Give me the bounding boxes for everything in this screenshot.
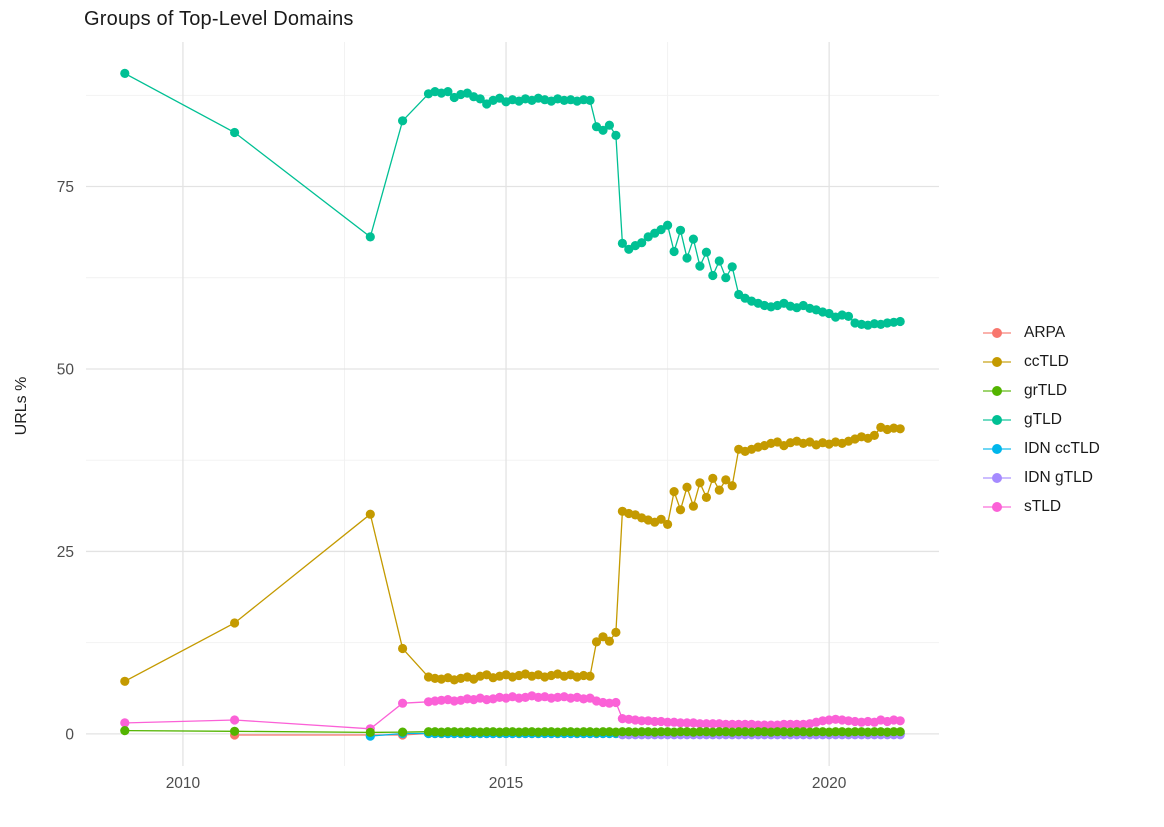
series-gTLD [120, 68, 905, 330]
legend-item-label: ccTLD [1024, 352, 1069, 370]
IDN-gTLD-legend-key-icon [983, 472, 1011, 483]
y-tick-label: 25 [57, 544, 74, 561]
legend-item-IDN-gTLD: IDN gTLD [982, 463, 1100, 492]
legend-item-label: sTLD [1024, 497, 1062, 515]
x-tick-label: 2015 [489, 775, 523, 792]
ccTLD-legend-key-icon [983, 356, 1011, 367]
legend-item-ARPA: ARPA [982, 318, 1100, 347]
legend-item-sTLD: sTLD [982, 492, 1100, 521]
chart-title: Groups of Top-Level Domains [84, 8, 354, 30]
legend-item-ccTLD: ccTLD [982, 347, 1100, 376]
series-ccTLD [120, 422, 905, 686]
ARPA-legend-key-icon [983, 327, 1011, 338]
IDN-ccTLD-legend-key-icon [983, 443, 1011, 454]
gridlines [86, 42, 939, 766]
gTLD-legend-key-icon [983, 414, 1011, 425]
y-tick-label: 0 [65, 726, 74, 743]
legend-item-label: gTLD [1024, 410, 1062, 428]
y-tick-label: 50 [57, 361, 75, 378]
legend-item-label: grTLD [1024, 381, 1068, 399]
x-tick-label: 2020 [812, 775, 847, 792]
legend-item-grTLD: grTLD [982, 376, 1100, 405]
axis-tick-labels: 0 25 50 75 2010 2015 2020 [57, 179, 847, 792]
grTLD-legend-key-icon [983, 385, 1011, 396]
legend-item-label: IDN gTLD [1024, 468, 1093, 486]
series-sTLD [120, 691, 905, 734]
legend-item-gTLD: gTLD [982, 405, 1100, 434]
y-tick-label: 75 [57, 179, 74, 196]
series-grTLD [120, 726, 905, 738]
legend: ARPA ccTLD grTLD gTLD IDN ccTLD IDN gTLD sTLD [982, 318, 1100, 521]
legend-item-IDN-ccTLD: IDN ccTLD [982, 434, 1100, 463]
legend-item-label: IDN ccTLD [1024, 439, 1100, 457]
sTLD-legend-key-icon [983, 501, 1011, 512]
legend-item-label: ARPA [1024, 323, 1066, 341]
x-tick-label: 2010 [166, 775, 201, 792]
